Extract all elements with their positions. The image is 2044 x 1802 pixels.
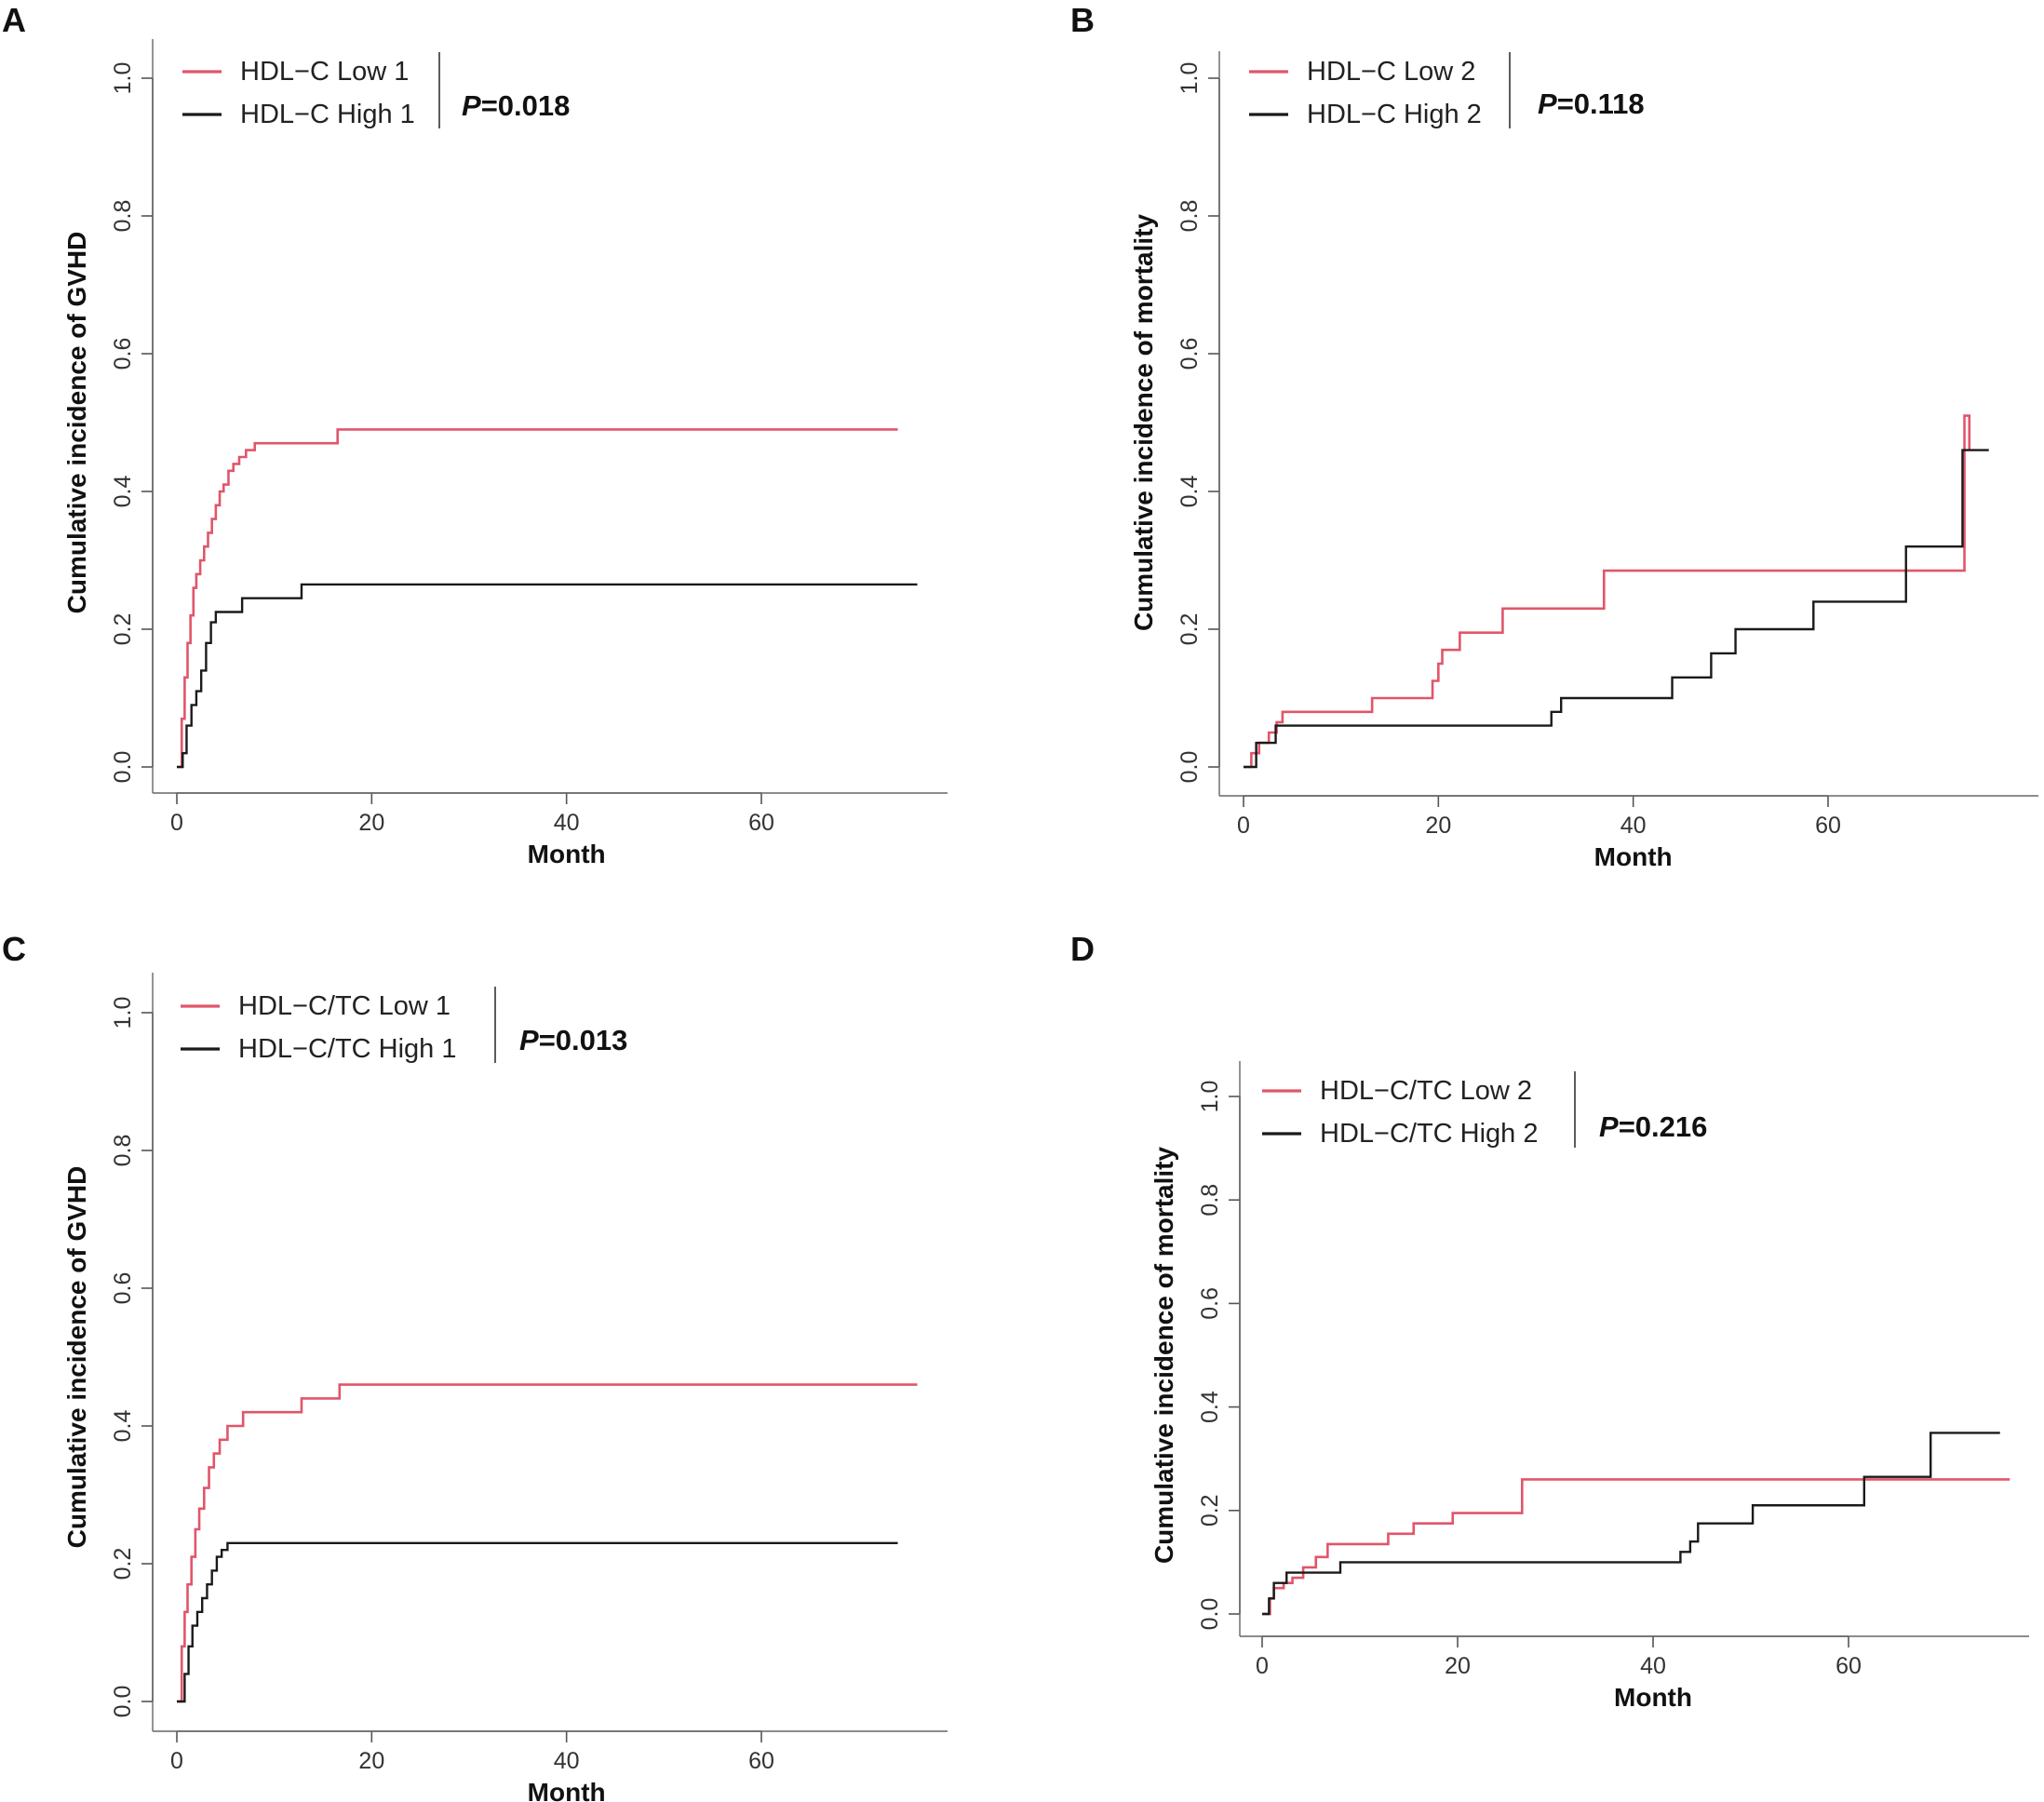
x-tick-label: 40 bbox=[554, 1748, 580, 1774]
series-line-high bbox=[1244, 449, 1989, 769]
legend: HDL−C Low 2 HDL−C High 2 P=0.118 bbox=[1249, 52, 1645, 129]
series-line-high bbox=[1262, 1432, 2000, 1616]
panel-b: B 0.0 0.2 0.4 0.6 0.8 1.0 Cumulative incidence … bbox=[1070, 1, 2038, 871]
panel-letter: D bbox=[1070, 930, 1095, 968]
x-tick-label: 40 bbox=[554, 810, 580, 836]
x-tick-label: 20 bbox=[1445, 1653, 1471, 1679]
y-axis-title: Cumulative incidence of mortality bbox=[1150, 1147, 1178, 1565]
x-tick-label: 20 bbox=[358, 810, 384, 836]
y-tick-label: 0.2 bbox=[1177, 613, 1203, 646]
y-tick-label: 1.0 bbox=[110, 62, 136, 95]
y-tick-label: 0.4 bbox=[110, 476, 136, 508]
x-axis-title: Month bbox=[1614, 1683, 1692, 1712]
legend-label: HDL−C High 1 bbox=[240, 100, 415, 129]
series-line-low bbox=[177, 1383, 918, 1703]
x-tick-label: 40 bbox=[1620, 813, 1647, 839]
y-tick-label: 0.2 bbox=[110, 613, 136, 646]
panel-letter: B bbox=[1070, 1, 1095, 39]
series-line-low bbox=[1262, 1478, 2010, 1616]
x-tick-label: 20 bbox=[358, 1748, 384, 1774]
y-tick-label: 0.0 bbox=[1197, 1598, 1223, 1631]
p-value-symbol: P bbox=[462, 89, 481, 122]
y-tick-label: 0.8 bbox=[110, 200, 136, 233]
legend: HDL−C/TC Low 1 HDL−C/TC High 1 P=0.013 bbox=[181, 987, 627, 1064]
x-tick-label: 60 bbox=[748, 1748, 774, 1774]
x-tick-label: 40 bbox=[1640, 1653, 1666, 1679]
p-value-number: =0.013 bbox=[539, 1024, 628, 1056]
x-tick-label: 60 bbox=[1836, 1653, 1862, 1679]
y-axis-title: Cumulative incidence of mortality bbox=[1129, 214, 1158, 632]
y-tick-label: 1.0 bbox=[110, 997, 136, 1029]
y-tick-label: 0.8 bbox=[110, 1135, 136, 1167]
legend: HDL−C/TC Low 2 HDL−C/TC High 2 P=0.216 bbox=[1262, 1071, 1707, 1149]
x-tick-label: 0 bbox=[1256, 1653, 1269, 1679]
y-tick-label: 0.8 bbox=[1197, 1184, 1223, 1217]
p-value-symbol: P bbox=[1599, 1110, 1619, 1143]
legend-label: HDL−C Low 2 bbox=[1307, 57, 1475, 87]
y-tick-label: 1.0 bbox=[1177, 62, 1203, 95]
y-tick-label: 0.4 bbox=[110, 1410, 136, 1443]
series-line-low bbox=[177, 428, 898, 769]
x-tick-label: 20 bbox=[1425, 813, 1451, 839]
y-tick-label: 0.2 bbox=[110, 1548, 136, 1580]
p-value-symbol: P bbox=[1538, 87, 1557, 120]
y-tick-label: 0.6 bbox=[1197, 1287, 1223, 1320]
y-tick-label: 0.4 bbox=[1177, 476, 1203, 508]
y-tick-label: 0.6 bbox=[110, 1272, 136, 1305]
y-tick-label: 0.6 bbox=[1177, 338, 1203, 370]
legend-label: HDL−C High 2 bbox=[1307, 100, 1482, 129]
y-tick-label: 0.0 bbox=[110, 1686, 136, 1718]
legend-label: HDL−C/TC Low 1 bbox=[238, 991, 450, 1021]
x-tick-label: 0 bbox=[1237, 813, 1250, 839]
y-tick-label: 0.4 bbox=[1197, 1391, 1223, 1423]
p-value-number: =0.018 bbox=[481, 89, 571, 122]
p-value: P=0.018 bbox=[462, 89, 570, 122]
p-value-number: =0.216 bbox=[1619, 1110, 1708, 1143]
x-tick-label: 0 bbox=[170, 810, 183, 836]
x-axis-title: Month bbox=[528, 840, 606, 868]
series-line-low bbox=[1244, 414, 1971, 769]
y-tick-label: 0.2 bbox=[1197, 1494, 1223, 1526]
y-tick-label: 1.0 bbox=[1197, 1081, 1223, 1113]
panel-letter: A bbox=[2, 1, 26, 39]
panel-c: C 0.0 0.2 0.4 0.6 0.8 1.0 Cumulative incidence … bbox=[2, 930, 948, 1802]
x-axis-title: Month bbox=[1594, 842, 1673, 871]
series-line-high bbox=[177, 583, 918, 769]
x-tick-label: 60 bbox=[1815, 813, 1841, 839]
p-value-number: =0.118 bbox=[1557, 87, 1645, 120]
series-line-high bbox=[177, 1541, 898, 1703]
panel-a: A 0.0 0.2 0.4 0.6 0.8 1.0 Cumulative incidence … bbox=[2, 1, 948, 868]
legend-label: HDL−C/TC High 2 bbox=[1320, 1119, 1539, 1149]
legend: HDL−C Low 1 HDL−C High 1 P=0.018 bbox=[182, 52, 570, 129]
x-tick-label: 60 bbox=[748, 810, 774, 836]
legend-label: HDL−C/TC Low 2 bbox=[1320, 1076, 1532, 1106]
y-axis-title: Cumulative incidence of GVHD bbox=[62, 1166, 91, 1549]
y-tick-label: 0.8 bbox=[1177, 200, 1203, 233]
p-value: P=0.118 bbox=[1538, 87, 1645, 120]
p-value-symbol: P bbox=[519, 1024, 539, 1056]
p-value: P=0.013 bbox=[519, 1024, 627, 1056]
x-tick-label: 0 bbox=[170, 1748, 183, 1774]
x-axis-title: Month bbox=[528, 1778, 606, 1802]
legend-label: HDL−C/TC High 1 bbox=[238, 1034, 457, 1064]
y-tick-label: 0.0 bbox=[1177, 751, 1203, 784]
p-value: P=0.216 bbox=[1599, 1110, 1707, 1143]
y-axis-title: Cumulative incidence of GVHD bbox=[62, 232, 91, 614]
panel-letter: C bbox=[2, 930, 26, 968]
y-tick-label: 0.6 bbox=[110, 338, 136, 370]
legend-label: HDL−C Low 1 bbox=[240, 57, 409, 87]
panel-d: D 0.0 0.2 0.4 0.6 0.8 1.0 Cumulative incidence … bbox=[1070, 930, 2029, 1712]
y-tick-label: 0.0 bbox=[110, 751, 136, 784]
